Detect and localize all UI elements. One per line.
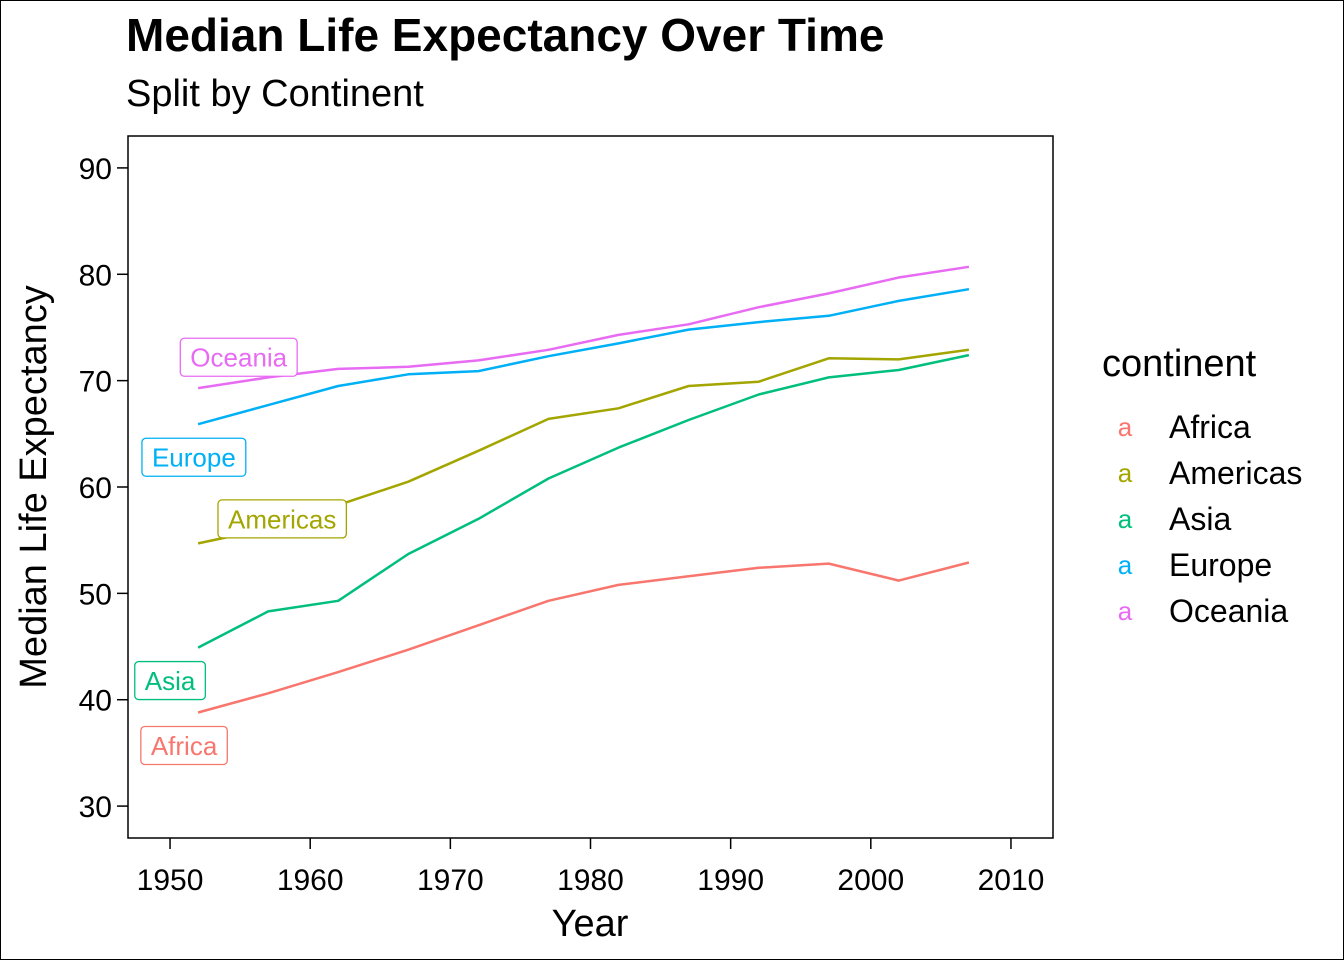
x-axis: 1950 1960 1970 1980 1990 2000 2010 <box>137 838 1045 897</box>
series-label-text: Oceania <box>190 343 287 373</box>
series-label-text: Africa <box>151 731 218 761</box>
series-label-box <box>179 337 298 377</box>
x-tick-label: 2010 <box>978 864 1045 897</box>
legend-label: Oceania <box>1169 593 1288 629</box>
x-tick-label: 1950 <box>137 864 204 897</box>
series-label-box <box>140 725 228 766</box>
series-line-oceania <box>197 265 970 390</box>
x-tick-label: 1960 <box>277 864 344 897</box>
legend-item-africa: a Africa <box>1118 409 1251 445</box>
series-label-oceania: Oceania <box>179 337 298 377</box>
legend-key: a <box>1118 458 1133 488</box>
y-tick-label: 60 <box>79 472 112 505</box>
legend-item-americas: a Americas <box>1118 455 1303 491</box>
legend-key: a <box>1118 596 1133 626</box>
legend-label: Europe <box>1169 547 1272 583</box>
series-line-asia <box>197 353 970 649</box>
legend-label: Americas <box>1169 455 1302 491</box>
y-tick-label: 80 <box>79 259 112 292</box>
series-line-europe <box>197 287 970 426</box>
series-label-text: Europe <box>152 443 236 473</box>
y-tick-label: 30 <box>79 791 112 824</box>
series-label-text: Asia <box>145 666 196 696</box>
y-tick-label: 40 <box>79 685 112 718</box>
legend-label: Africa <box>1169 409 1251 445</box>
y-tick-label: 90 <box>79 153 112 186</box>
series-label-text: Americas <box>228 504 336 534</box>
legend-item-asia: a Asia <box>1118 501 1232 537</box>
legend-item-oceania: a Oceania <box>1118 593 1289 629</box>
y-axis-label: Median Life Expectancy <box>13 285 55 688</box>
x-tick-label: 1970 <box>417 864 484 897</box>
series-label-europe: Europe <box>141 437 247 477</box>
legend-item-europe: a Europe <box>1118 547 1272 583</box>
series-label-americas: Americas <box>217 499 347 539</box>
y-tick-label: 50 <box>79 578 112 611</box>
y-axis: 30 40 50 60 70 80 90 <box>79 153 128 824</box>
y-tick-label: 70 <box>79 366 112 399</box>
legend-title: continent <box>1102 343 1257 385</box>
series-label-box <box>217 499 347 539</box>
series-lines <box>197 265 970 714</box>
series-label-box <box>141 437 247 477</box>
series-label-africa: Africa <box>140 725 228 766</box>
legend-label: Asia <box>1169 501 1231 537</box>
series-label-asia: Asia <box>134 660 206 701</box>
plot-panel <box>127 135 1054 839</box>
series-label-box <box>134 660 206 701</box>
legend-key: a <box>1118 504 1133 534</box>
x-tick-label: 1980 <box>557 864 624 897</box>
legend: continent a Africa a Americas a Asia a Europe a O… <box>1102 343 1302 629</box>
chart-subtitle: Split by Continent <box>126 73 424 115</box>
series-line-africa <box>197 561 970 714</box>
legend-key: a <box>1118 412 1133 442</box>
legend-key: a <box>1118 550 1133 580</box>
x-axis-label: Year <box>552 903 629 945</box>
chart-title: Median Life Expectancy Over Time <box>126 9 885 61</box>
series-labels: Africa Americas Asia Europe Oceania <box>134 337 347 766</box>
x-tick-label: 1990 <box>697 864 764 897</box>
x-tick-label: 2000 <box>837 864 904 897</box>
